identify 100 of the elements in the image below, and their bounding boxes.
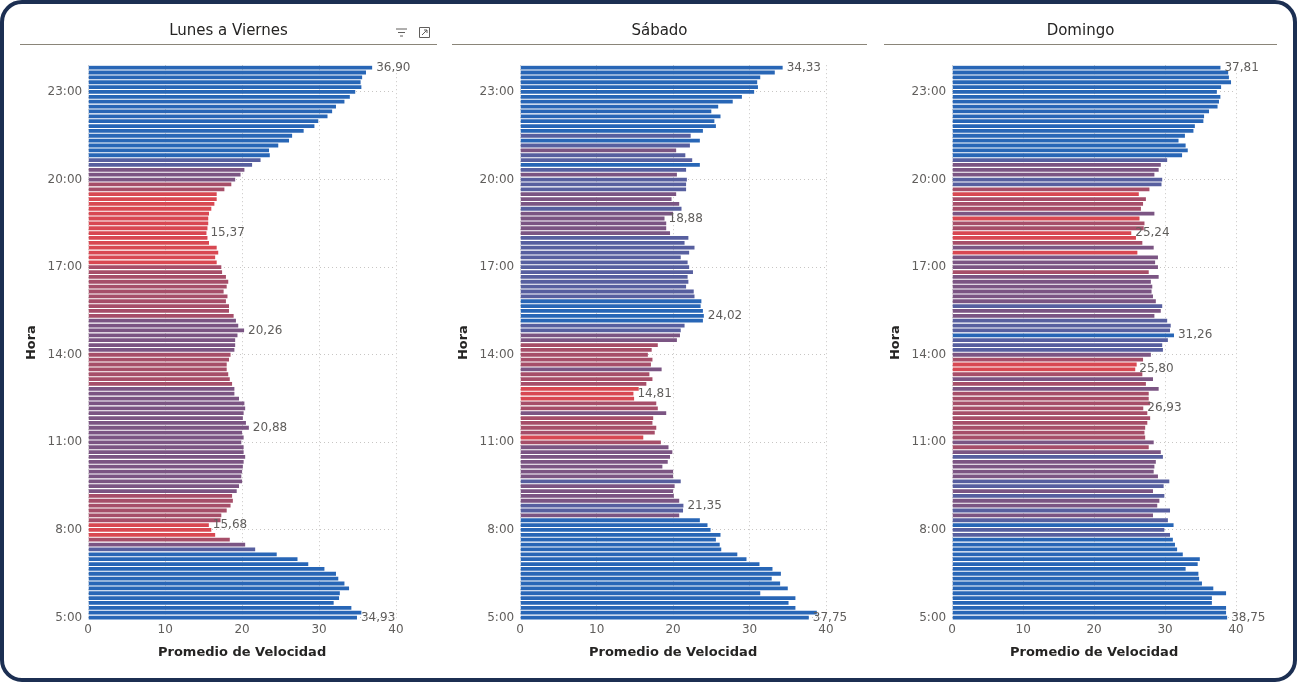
bar [88, 172, 241, 177]
bar [520, 260, 688, 265]
bar [520, 586, 788, 591]
x-tick-label: 10 [589, 622, 605, 637]
x-tick-label: 0 [84, 622, 92, 637]
x-tick-label: 0 [516, 622, 524, 637]
x-tick-label: 40 [818, 622, 834, 637]
bar [88, 391, 235, 396]
bar [520, 498, 680, 503]
x-axis-title: Promedio de Velocidad [588, 643, 758, 659]
bar [952, 352, 1151, 357]
x-tick-label: 30 [311, 622, 327, 637]
y-tick-label: 20:00 [911, 171, 947, 186]
bar [520, 221, 667, 226]
bar [520, 430, 655, 435]
x-tick-label: 40 [1228, 622, 1244, 637]
bar [88, 65, 373, 70]
data-label: 14,81 [637, 385, 672, 400]
bar [952, 450, 1161, 454]
bar [88, 294, 228, 299]
bar [520, 357, 653, 362]
bar [952, 523, 1174, 527]
bar [952, 338, 1168, 343]
bar [952, 294, 1153, 299]
y-tick-label: 14:00 [479, 346, 515, 361]
bar [520, 245, 695, 250]
bar [952, 245, 1154, 250]
chart-title: Sábado [452, 16, 867, 45]
bar [88, 406, 246, 411]
bar [952, 532, 1171, 537]
bar [520, 163, 700, 167]
data-label: 18,88 [668, 210, 703, 225]
bar [952, 479, 1170, 484]
y-tick-label: 5:00 [487, 609, 515, 624]
bar [520, 138, 700, 143]
bar [88, 75, 363, 80]
bar [88, 357, 230, 362]
bar [88, 586, 350, 591]
bar [520, 406, 658, 411]
bar [88, 479, 243, 484]
bar [952, 221, 1145, 226]
bar [952, 372, 1143, 377]
bar [88, 537, 230, 542]
bar [88, 138, 290, 143]
bar [952, 211, 1155, 216]
data-label: 38,75 [1231, 609, 1266, 624]
y-tick-label: 17:00 [47, 259, 83, 274]
bar [520, 65, 783, 70]
y-tick-label: 17:00 [479, 259, 515, 274]
y-tick-label: 23:00 [911, 84, 947, 99]
bar [520, 187, 687, 192]
bar [520, 133, 691, 138]
bar [88, 503, 231, 508]
x-tick-label: 20 [1086, 622, 1102, 637]
y-axis-title: Hora [887, 325, 903, 361]
bar [952, 445, 1149, 450]
bar [952, 537, 1173, 542]
bar [952, 518, 1168, 523]
y-tick-label: 11:00 [911, 434, 947, 449]
bar [952, 377, 1153, 381]
bar [952, 455, 1163, 459]
bar [520, 148, 677, 153]
x-tick-label: 20 [234, 622, 250, 637]
bar [952, 494, 1165, 498]
data-label: 20,88 [252, 419, 288, 434]
chart-title: Domingo [884, 16, 1277, 45]
bar [952, 513, 1153, 518]
bar [520, 333, 680, 338]
y-tick-label: 11:00 [47, 434, 83, 449]
bar [520, 192, 677, 197]
bar [88, 192, 217, 197]
bar [952, 75, 1229, 80]
bar [520, 318, 703, 323]
bar [952, 367, 1136, 372]
data-label: 24,02 [707, 307, 743, 322]
x-tick-label: 30 [1157, 622, 1173, 637]
bar [952, 99, 1219, 104]
bar [88, 114, 328, 119]
bar [952, 440, 1154, 445]
y-tick-label: 8:00 [487, 522, 515, 537]
bar [520, 367, 662, 372]
bar [520, 114, 721, 119]
x-tick-label: 20 [665, 622, 681, 637]
y-tick-label: 23:00 [47, 84, 83, 99]
data-label: 20,26 [248, 322, 283, 337]
x-axis-title: Promedio de Velocidad [157, 643, 327, 659]
bar [88, 265, 222, 270]
x-tick-label: 40 [388, 622, 404, 637]
data-label: 34,93 [360, 609, 396, 624]
bar [88, 440, 242, 445]
bar [952, 114, 1205, 119]
data-label: 37,81 [1224, 59, 1259, 74]
y-tick-label: 23:00 [479, 84, 515, 99]
bar [88, 318, 236, 323]
bar [520, 299, 702, 304]
y-tick-label: 20:00 [479, 171, 515, 186]
y-tick-label: 11:00 [479, 434, 515, 449]
y-axis-title: Hora [455, 325, 471, 361]
bar [952, 260, 1156, 265]
bar [952, 503, 1158, 508]
